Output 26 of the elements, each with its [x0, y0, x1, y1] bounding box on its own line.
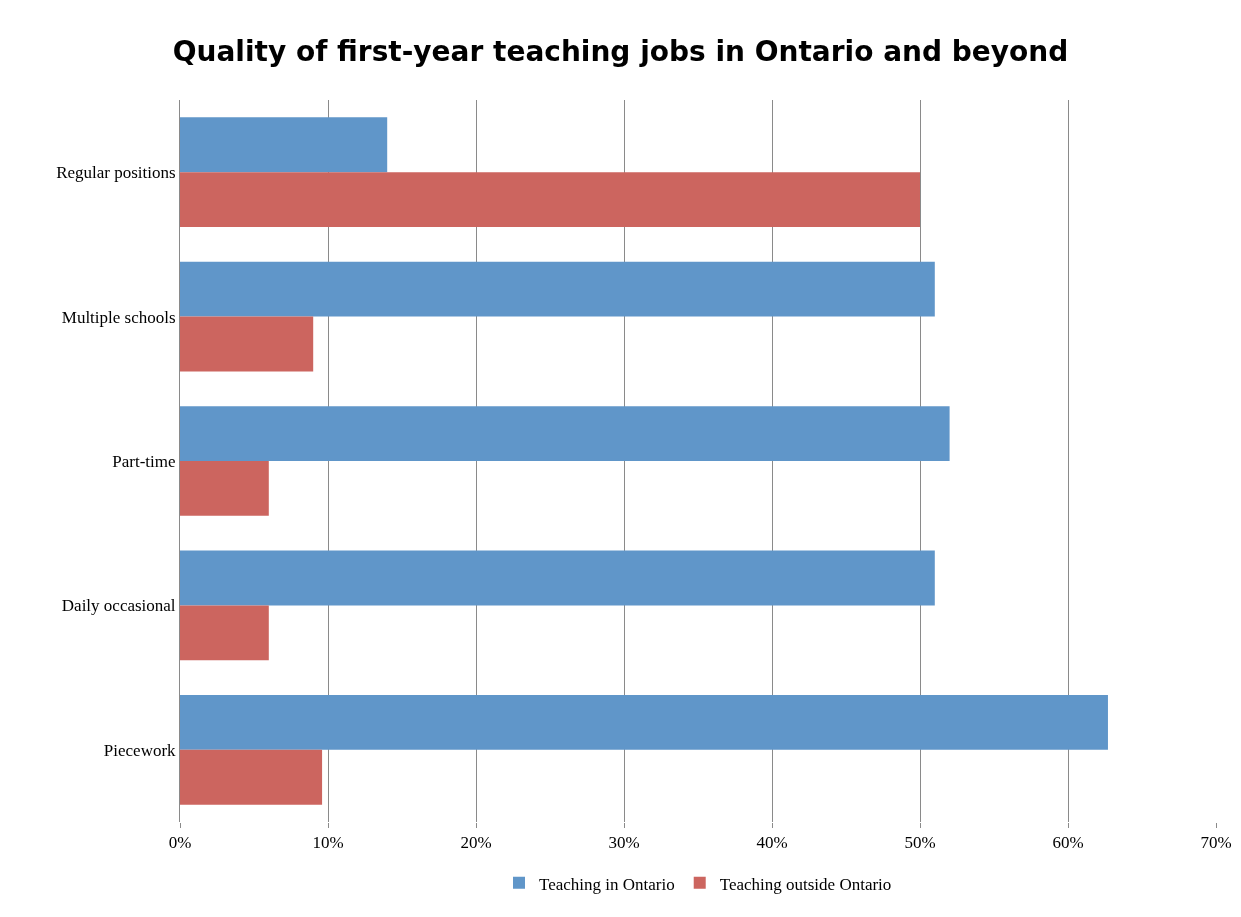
y-tick-label: Part-time [112, 451, 176, 471]
y-tick-label: Piecework [103, 740, 177, 760]
bar [180, 117, 388, 173]
bar [180, 550, 935, 606]
bar [180, 605, 269, 661]
x-tick-label: 20% [460, 833, 492, 853]
y-tick-label: Regular positions [56, 163, 176, 183]
y-tick-label: Multiple schools [61, 307, 176, 327]
legend-label: Teaching outside Ontario [719, 874, 892, 894]
x-tick-label: 50% [904, 833, 936, 853]
bar [180, 261, 935, 317]
bar [180, 316, 314, 372]
bar [180, 461, 269, 516]
legend-label: Teaching in Ontario [539, 874, 675, 894]
x-tick-label: 60% [1052, 833, 1084, 853]
bar [180, 172, 920, 228]
x-tick-label: 40% [756, 833, 788, 853]
y-tick-label: Daily occasional [61, 596, 176, 616]
bar [180, 694, 1108, 750]
bar [180, 749, 323, 805]
bar [180, 406, 950, 461]
x-tick-label: 70% [1200, 833, 1232, 853]
x-tick-label: 30% [608, 833, 640, 853]
x-tick-label: 10% [312, 833, 344, 853]
x-tick-label: 0% [168, 833, 192, 853]
chart-title: Quality of first-year teaching jobs in Ontario and beyond [172, 34, 1069, 68]
